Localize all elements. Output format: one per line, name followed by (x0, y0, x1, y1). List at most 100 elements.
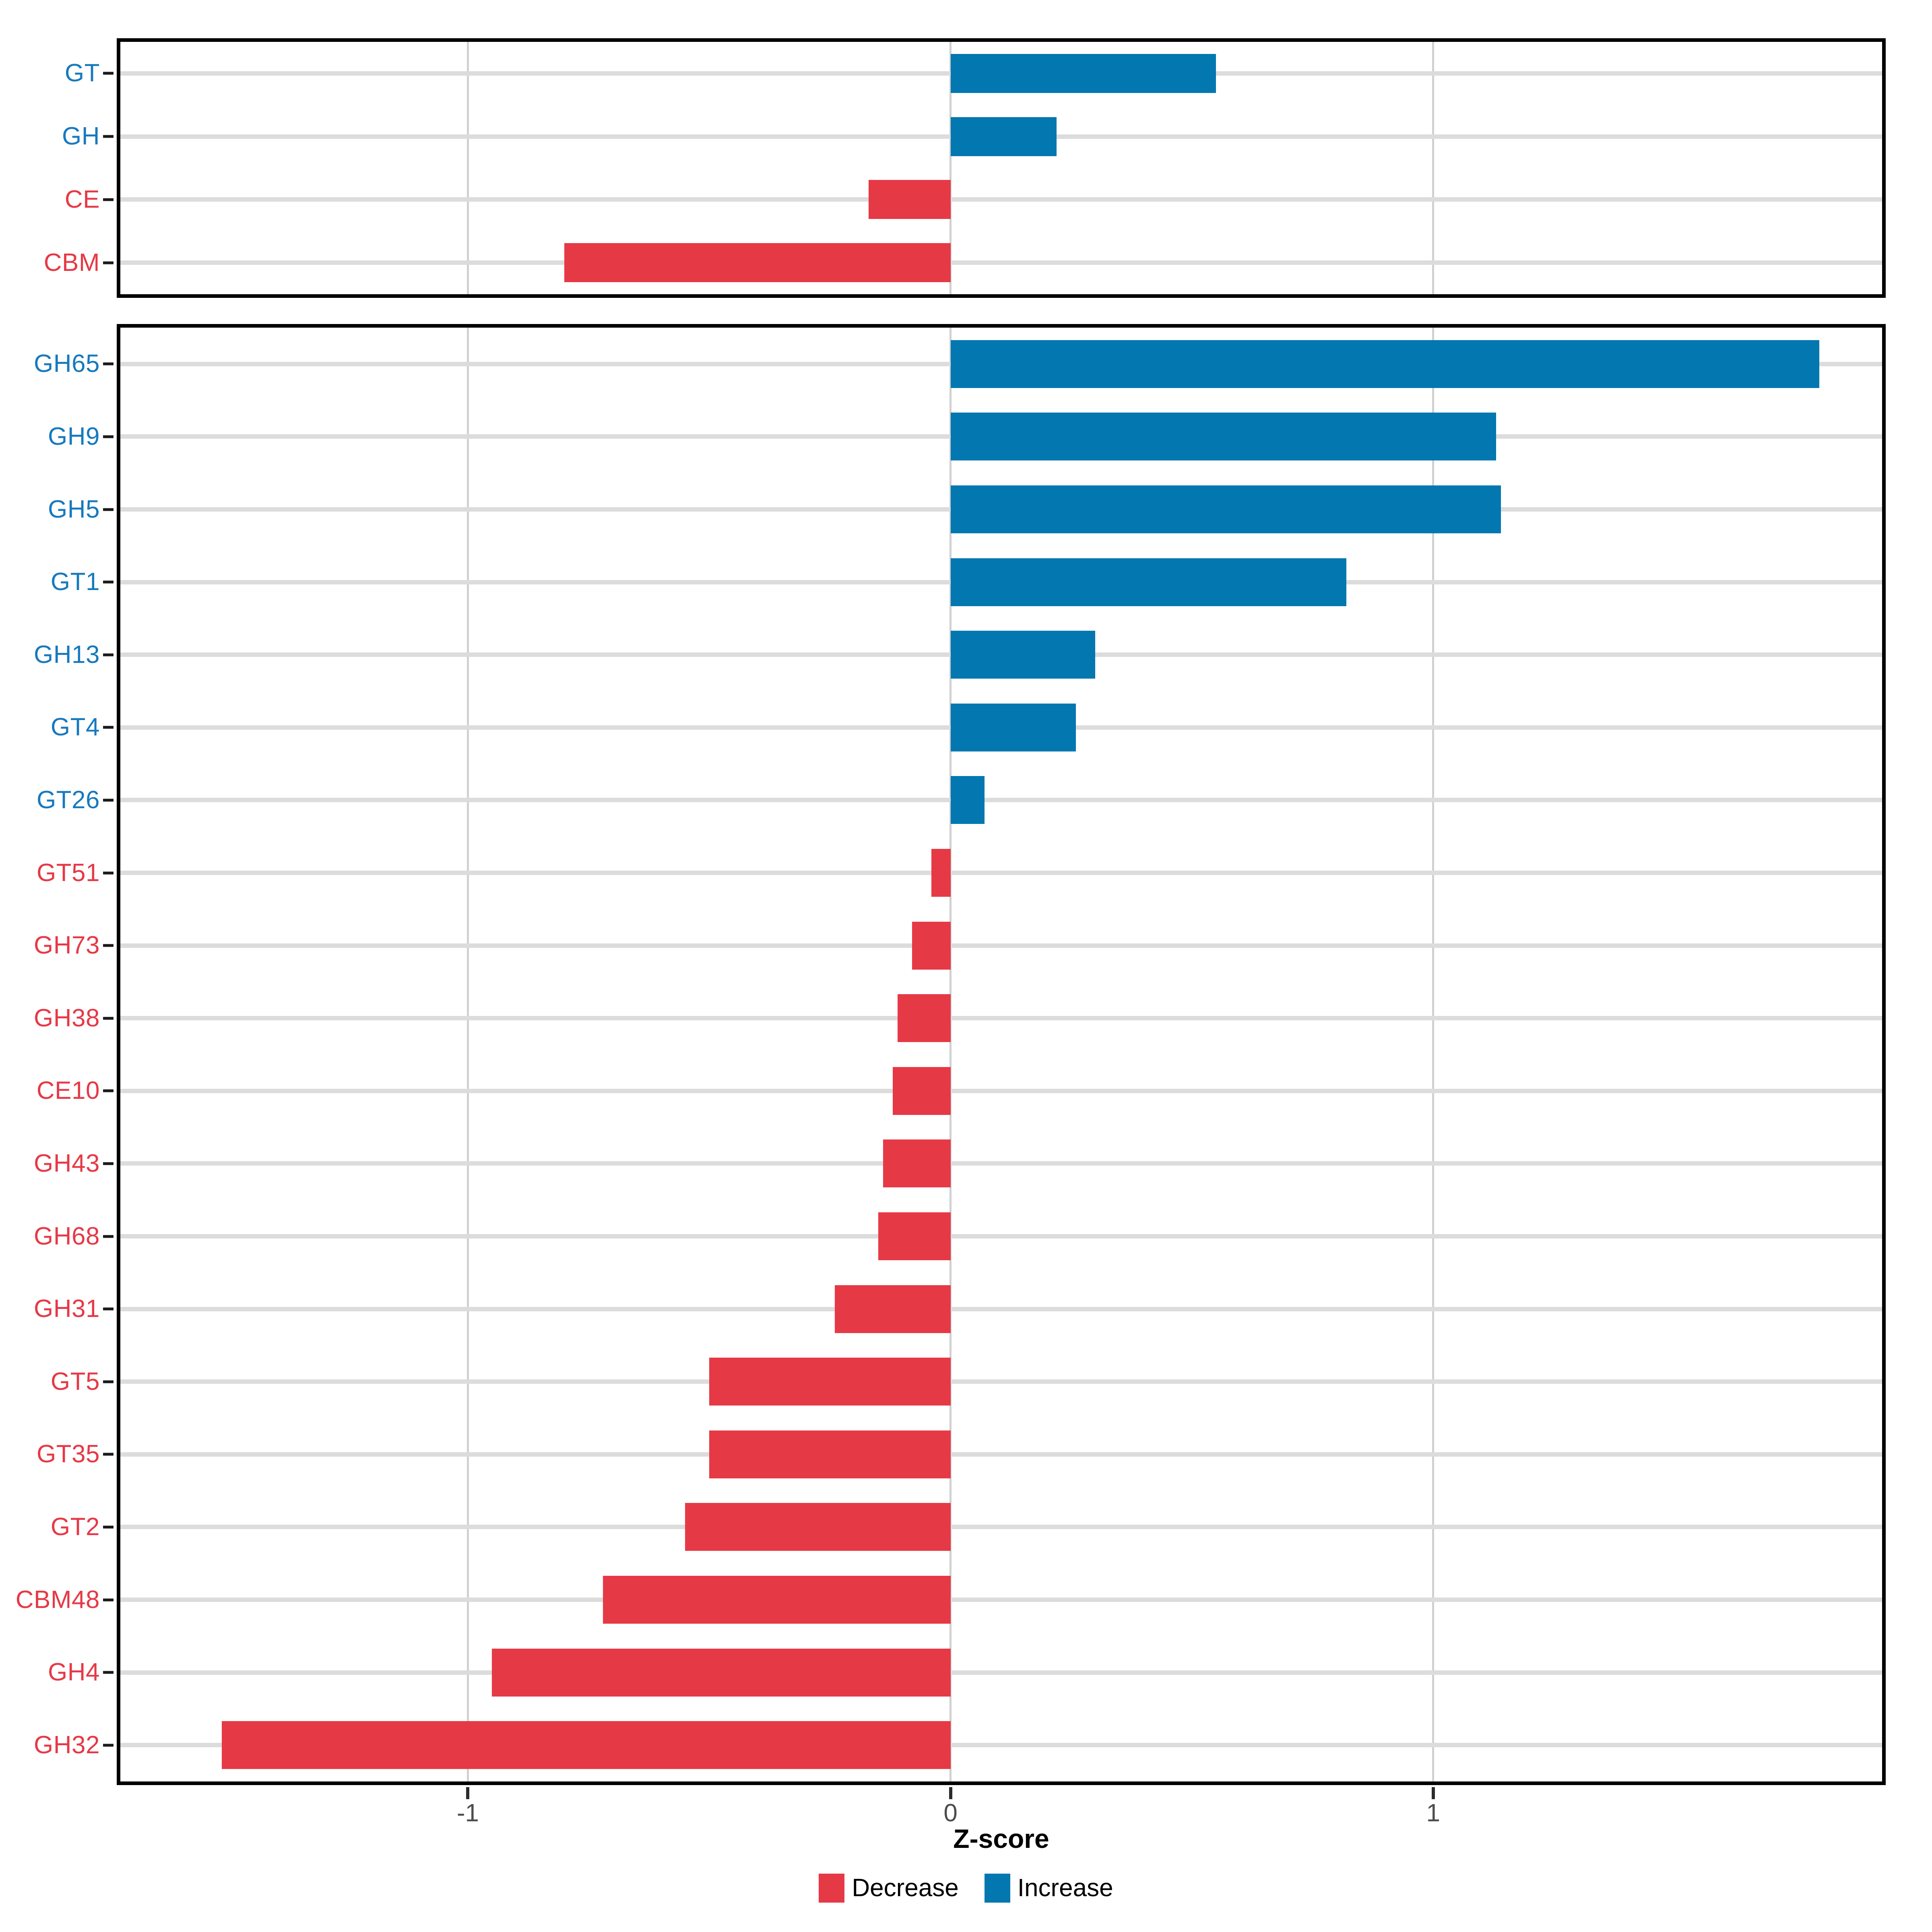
grid-line-vertical (1432, 42, 1435, 294)
y-axis-label-gh31: GH31 (34, 1295, 100, 1323)
y-axis-tick-mark (103, 1598, 114, 1601)
y-axis-label-gt35: GT35 (36, 1440, 100, 1468)
y-axis-tick-mark (103, 1671, 114, 1674)
y-axis-label-gt51: GT51 (36, 859, 100, 887)
y-axis-tick-mark (103, 1744, 114, 1747)
x-axis-tick-label-1: 1 (1426, 1799, 1440, 1827)
y-axis-label-gh5: GH5 (48, 495, 100, 523)
y-axis-tick-mark (103, 944, 114, 947)
legend-swatch-decrease-icon (819, 1874, 845, 1903)
y-axis-tick-mark (103, 1017, 114, 1020)
y-axis-tick-mark (103, 362, 114, 365)
y-axis-tick-mark (103, 1162, 114, 1165)
grid-line-horizontal (120, 1452, 1882, 1457)
bar-gh4[interactable] (492, 1648, 951, 1697)
bar-gt51[interactable] (931, 848, 951, 897)
x-axis-tick-mark (949, 1787, 952, 1799)
y-axis-tick-mark (103, 135, 114, 138)
grid-line-horizontal (120, 1598, 1882, 1602)
cazyme-family-panel (117, 324, 1886, 1785)
bar-gh65[interactable] (950, 340, 1820, 388)
y-axis-tick-mark (103, 435, 114, 438)
grid-line-horizontal (120, 1161, 1882, 1166)
grid-line-horizontal (120, 1379, 1882, 1384)
x-axis-tick-mark (466, 1787, 470, 1799)
legend: Decrease Increase (0, 1874, 1932, 1903)
bar-gh31[interactable] (834, 1285, 951, 1333)
y-axis-tick-mark (103, 726, 114, 729)
y-axis-label-ce: CE (64, 185, 100, 213)
bar-gh73[interactable] (912, 921, 951, 970)
bar-gh32[interactable] (221, 1721, 951, 1769)
grid-line-horizontal (120, 1307, 1882, 1311)
y-axis-tick-mark (103, 198, 114, 201)
grid-line-horizontal (120, 943, 1882, 948)
x-axis-tick-label-neg1: -1 (456, 1799, 479, 1827)
cazyme-class-y-axis-labels: GT GH CE CBM (0, 38, 114, 298)
y-axis-tick-mark (103, 1235, 114, 1238)
y-axis-label-gt2: GT2 (50, 1513, 100, 1541)
y-axis-label-cbm48: CBM48 (15, 1585, 100, 1614)
bar-gh68[interactable] (878, 1212, 951, 1261)
y-axis-tick-mark (103, 1307, 114, 1311)
grid-line-vertical (466, 328, 469, 1781)
y-axis-label-gh68: GH68 (34, 1222, 100, 1250)
x-axis-tick-label-0: 0 (943, 1799, 958, 1827)
y-axis-tick-mark (103, 1453, 114, 1456)
y-axis-label-gh4: GH4 (48, 1658, 100, 1686)
y-axis-tick-mark (103, 653, 114, 656)
y-axis-tick-mark (103, 1380, 114, 1383)
y-axis-tick-mark (103, 1525, 114, 1529)
y-axis-label-gt1: GT1 (50, 568, 100, 596)
y-axis-label-gh73: GH73 (34, 931, 100, 960)
bar-gt2[interactable] (685, 1503, 951, 1551)
bar-gt1[interactable] (950, 558, 1346, 606)
bar-gt5[interactable] (709, 1358, 951, 1406)
y-axis-tick-mark (103, 72, 114, 75)
grid-line-horizontal (120, 1088, 1882, 1093)
cazyme-family-y-axis-labels: GH65 GH9 GH5 GT1 GH13 GT4 GT26 GT51 GH73 GH38 CE10… (0, 324, 114, 1785)
bar-ce10[interactable] (892, 1067, 951, 1115)
y-axis-label-gh: GH (62, 122, 100, 151)
y-axis-tick-mark (103, 580, 114, 584)
bar-ce[interactable] (868, 180, 951, 219)
y-axis-label-gh9: GH9 (48, 422, 100, 450)
bar-cbm[interactable] (564, 243, 951, 283)
legend-swatch-increase-icon (984, 1874, 1010, 1903)
bar-gt35[interactable] (709, 1430, 951, 1478)
grid-line-horizontal (120, 871, 1882, 875)
bar-gt4[interactable] (950, 703, 1076, 751)
y-axis-label-gt26: GT26 (36, 786, 100, 814)
legend-label-decrease: Decrease (852, 1874, 959, 1902)
grid-line-horizontal (120, 260, 1882, 265)
y-axis-label-gt4: GT4 (50, 713, 100, 741)
grid-line-vertical (949, 42, 952, 294)
y-axis-tick-mark (103, 1089, 114, 1092)
x-axis-title: Z-score (953, 1824, 1049, 1854)
bar-gh9[interactable] (950, 413, 1496, 461)
grid-line-vertical (949, 328, 952, 1781)
bar-gt[interactable] (950, 54, 1216, 93)
bar-gt26[interactable] (950, 776, 985, 824)
bar-cbm48[interactable] (603, 1575, 951, 1624)
y-axis-label-gh65: GH65 (34, 350, 100, 378)
bar-gh5[interactable] (950, 485, 1501, 534)
y-axis-label-ce10: CE10 (36, 1077, 100, 1105)
legend-item-decrease[interactable]: Decrease (819, 1874, 959, 1903)
grid-line-horizontal (120, 798, 1882, 803)
grid-line-horizontal (120, 1016, 1882, 1021)
y-axis-label-gh38: GH38 (34, 1004, 100, 1032)
y-axis-tick-mark (103, 871, 114, 874)
bar-gh13[interactable] (950, 631, 1096, 679)
y-axis-tick-mark (103, 261, 114, 264)
bar-gh43[interactable] (883, 1139, 951, 1188)
bar-gh38[interactable] (897, 994, 951, 1042)
bar-gh[interactable] (950, 117, 1057, 156)
grid-line-horizontal (120, 1525, 1882, 1530)
legend-item-increase[interactable]: Increase (984, 1874, 1113, 1903)
grid-line-horizontal (120, 197, 1882, 202)
y-axis-label-gh32: GH32 (34, 1731, 100, 1759)
y-axis-tick-mark (103, 799, 114, 802)
grid-line-horizontal (120, 1670, 1882, 1675)
grid-line-horizontal (120, 1743, 1882, 1748)
